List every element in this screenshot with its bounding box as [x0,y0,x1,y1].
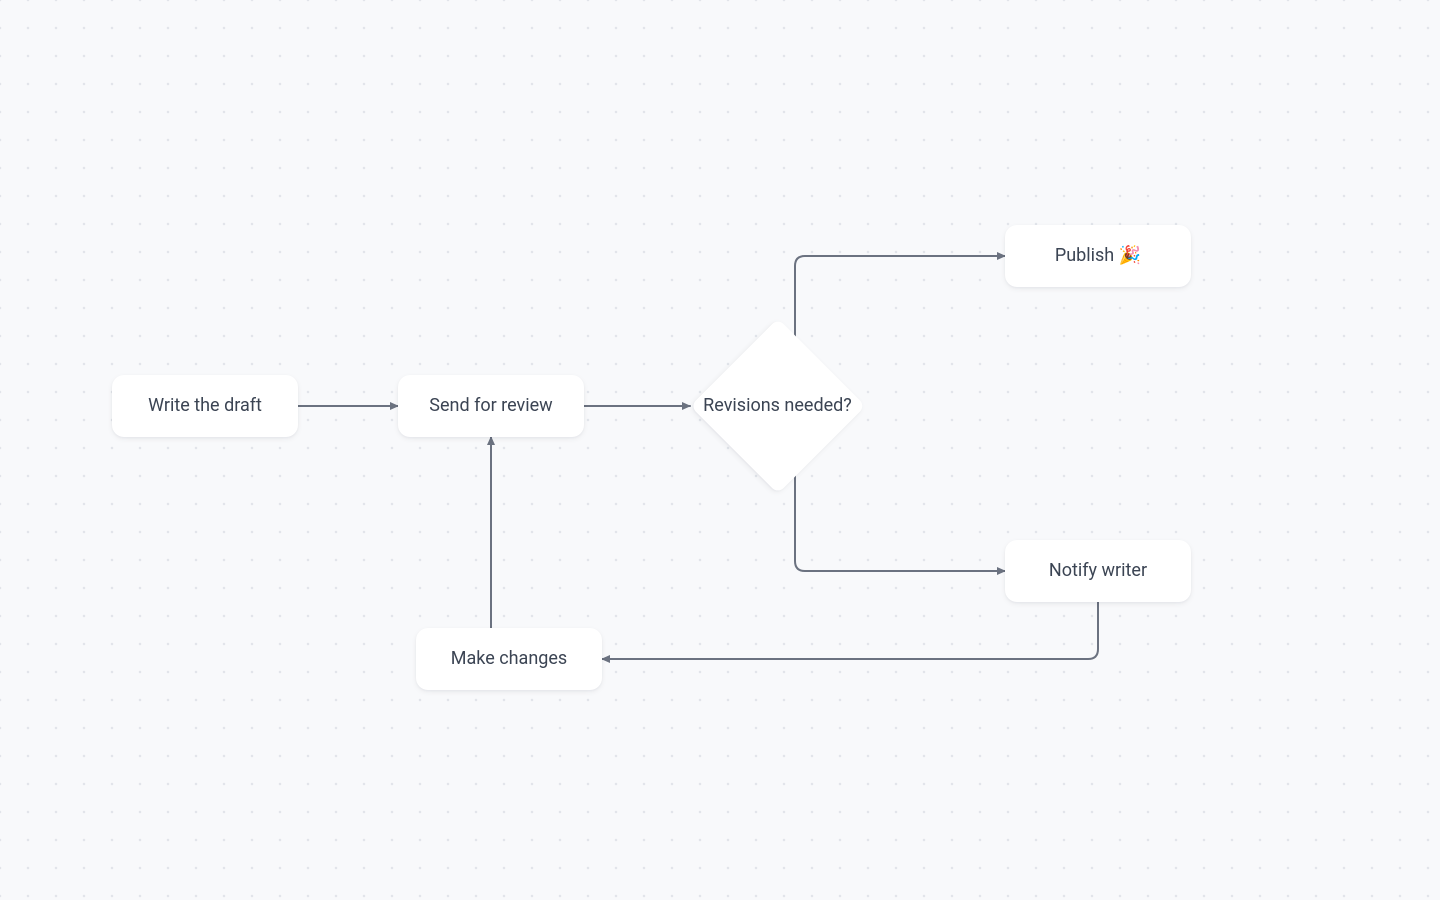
flowchart-node-label: Publish 🎉 [1055,244,1141,268]
flowchart-node-publish: Publish 🎉 [1005,225,1191,287]
flowchart-node-label: Send for review [429,394,552,418]
flowchart-node-write: Write the draft [112,375,298,437]
flowchart-node-label: Notify writer [1049,559,1147,583]
flowchart-canvas: Write the draft Send for review Revisions … [0,0,1440,900]
flowchart-node-label: Make changes [451,647,567,671]
flowchart-node-label: Revisions needed? [690,336,865,476]
flowchart-node-notify: Notify writer [1005,540,1191,602]
flowchart-node-send: Send for review [398,375,584,437]
flowchart-node-rev: Revisions needed? [690,336,865,476]
flowchart-node-label: Write the draft [148,394,262,418]
flowchart-node-make: Make changes [416,628,602,690]
flowchart-edge-e4 [795,472,1005,571]
flowchart-edge-e3 [795,256,1005,340]
flowchart-edge-e5 [602,602,1098,659]
